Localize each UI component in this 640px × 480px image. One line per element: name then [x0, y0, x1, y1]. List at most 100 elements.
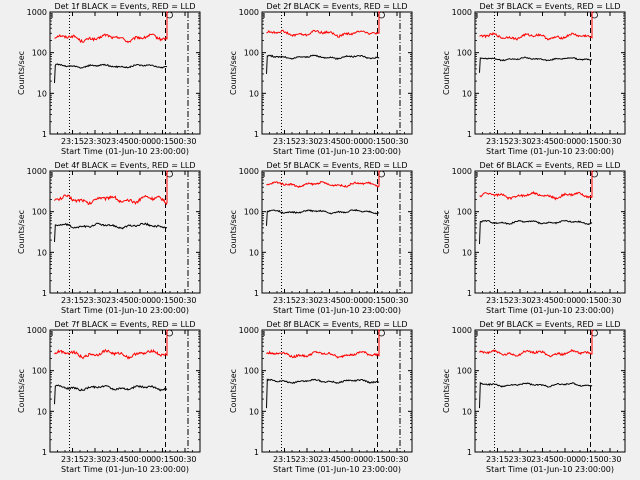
chart-panel-8: Det 8f BLACK = Events, RED = LLD 1 10 100 10…	[229, 320, 413, 474]
y-tick-label: 100	[457, 367, 472, 376]
series-line-events	[54, 222, 168, 243]
y-tick-label: 10	[462, 248, 472, 257]
chart-panel-2: Det 2f BLACK = Events, RED = LLD 1 10 100 10…	[229, 2, 413, 156]
plot-frame	[474, 170, 626, 294]
chart-panel-7: Det 7f BLACK = Events, RED = LLD 1 10 100 10…	[17, 320, 201, 474]
y-tick-label: 100	[457, 208, 472, 217]
series-line-lld	[479, 170, 593, 201]
x-tick-label: 00:30	[598, 137, 621, 146]
y-tick-label: 10	[462, 89, 472, 98]
x-tick-label: 23:45	[531, 137, 554, 146]
x-tick-label: 23:30	[83, 296, 106, 305]
x-tick-label: 00:15	[151, 455, 174, 464]
y-tick-label: 10	[249, 407, 259, 416]
x-tick-label: 00:15	[576, 455, 599, 464]
y-axis-label: Counts/sec	[17, 51, 26, 95]
x-tick-label: 00:30	[598, 455, 621, 464]
chart-panel-1: Det 1f BLACK = Events, RED = LLD 1 10 100 10…	[17, 2, 201, 156]
y-tick-label: 100	[244, 208, 259, 217]
x-tick-label: 23:30	[508, 296, 531, 305]
series-line-events	[266, 54, 380, 74]
y-axis-label: Counts/sec	[442, 369, 451, 413]
x-tick-label: 00:00	[128, 137, 151, 146]
y-tick-label: 1	[467, 130, 472, 139]
y-tick-label: 100	[457, 49, 472, 58]
y-tick-label: 100	[244, 367, 259, 376]
x-tick-label: 00:00	[340, 296, 363, 305]
x-axis-label: Start Time (01-Jun-10 23:00:00)	[61, 306, 189, 315]
x-tick-label: 00:30	[385, 296, 408, 305]
x-tick-label: 00:15	[363, 296, 386, 305]
chart-title: Det 4f BLACK = Events, RED = LLD	[54, 161, 195, 170]
y-axis-label: Counts/sec	[17, 369, 26, 413]
y-tick-label: 1000	[27, 326, 47, 335]
plot-frame	[261, 170, 413, 294]
x-tick-label: 00:30	[173, 455, 196, 464]
series-line-lld	[479, 329, 593, 358]
x-tick-label: 00:15	[576, 137, 599, 146]
x-tick-label: 23:45	[318, 455, 341, 464]
y-tick-label: 100	[32, 49, 47, 58]
y-tick-label: 1	[42, 448, 47, 457]
plot-frame	[261, 11, 413, 135]
x-axis-label: Start Time (01-Jun-10 23:00:00)	[486, 147, 614, 156]
chart-title: Det 1f BLACK = Events, RED = LLD	[54, 2, 195, 11]
y-tick-label: 10	[462, 407, 472, 416]
y-axis-label: Counts/sec	[229, 210, 238, 254]
plot-frame	[474, 329, 626, 453]
y-tick-label: 100	[32, 367, 47, 376]
series-line-events	[266, 209, 380, 226]
x-tick-label: 23:15	[61, 137, 84, 146]
series-line-events	[266, 378, 380, 409]
x-tick-label: 23:15	[61, 455, 84, 464]
x-tick-label: 23:15	[273, 455, 296, 464]
x-tick-label: 00:30	[173, 296, 196, 305]
x-tick-label: 23:30	[83, 455, 106, 464]
x-tick-label: 23:45	[106, 137, 129, 146]
x-tick-label: 00:30	[385, 137, 408, 146]
x-tick-label: 00:15	[363, 137, 386, 146]
chart-title: Det 7f BLACK = Events, RED = LLD	[54, 320, 195, 329]
chart-title: Det 2f BLACK = Events, RED = LLD	[266, 2, 407, 11]
x-tick-label: 23:15	[273, 137, 296, 146]
x-axis-label: Start Time (01-Jun-10 23:00:00)	[273, 147, 401, 156]
series-line-lld	[479, 11, 593, 41]
x-tick-label: 23:45	[531, 455, 554, 464]
chart-title: Det 5f BLACK = Events, RED = LLD	[266, 161, 407, 170]
y-tick-label: 10	[37, 248, 47, 257]
series-line-lld	[266, 170, 380, 189]
series-line-events	[54, 63, 168, 84]
x-tick-label: 23:30	[508, 455, 531, 464]
y-tick-label: 10	[249, 89, 259, 98]
y-tick-label: 1	[42, 130, 47, 139]
y-tick-label: 1	[467, 289, 472, 298]
x-tick-label: 23:15	[61, 296, 84, 305]
x-tick-label: 23:30	[295, 137, 318, 146]
x-axis-label: Start Time (01-Jun-10 23:00:00)	[273, 465, 401, 474]
y-tick-label: 1000	[239, 8, 259, 17]
y-axis-label: Counts/sec	[229, 369, 238, 413]
chart-panel-4: Det 4f BLACK = Events, RED = LLD 1 10 100 10…	[17, 161, 201, 315]
x-tick-label: 23:15	[486, 296, 509, 305]
y-tick-label: 1	[254, 289, 259, 298]
series-line-lld	[266, 11, 380, 38]
series-line-events	[479, 56, 593, 73]
x-tick-label: 23:30	[295, 455, 318, 464]
x-tick-label: 23:45	[531, 296, 554, 305]
series-line-events	[479, 219, 593, 245]
x-tick-label: 23:30	[295, 296, 318, 305]
chart-title: Det 3f BLACK = Events, RED = LLD	[479, 2, 620, 11]
x-tick-label: 00:15	[363, 455, 386, 464]
x-tick-label: 00:00	[340, 137, 363, 146]
x-tick-label: 00:30	[385, 455, 408, 464]
series-line-lld	[54, 170, 168, 206]
plot-frame	[49, 170, 201, 294]
x-tick-label: 00:00	[553, 455, 576, 464]
y-tick-label: 1	[254, 130, 259, 139]
x-tick-label: 00:00	[128, 296, 151, 305]
y-tick-label: 1	[42, 289, 47, 298]
x-tick-label: 00:00	[553, 137, 576, 146]
y-axis-label: Counts/sec	[17, 210, 26, 254]
